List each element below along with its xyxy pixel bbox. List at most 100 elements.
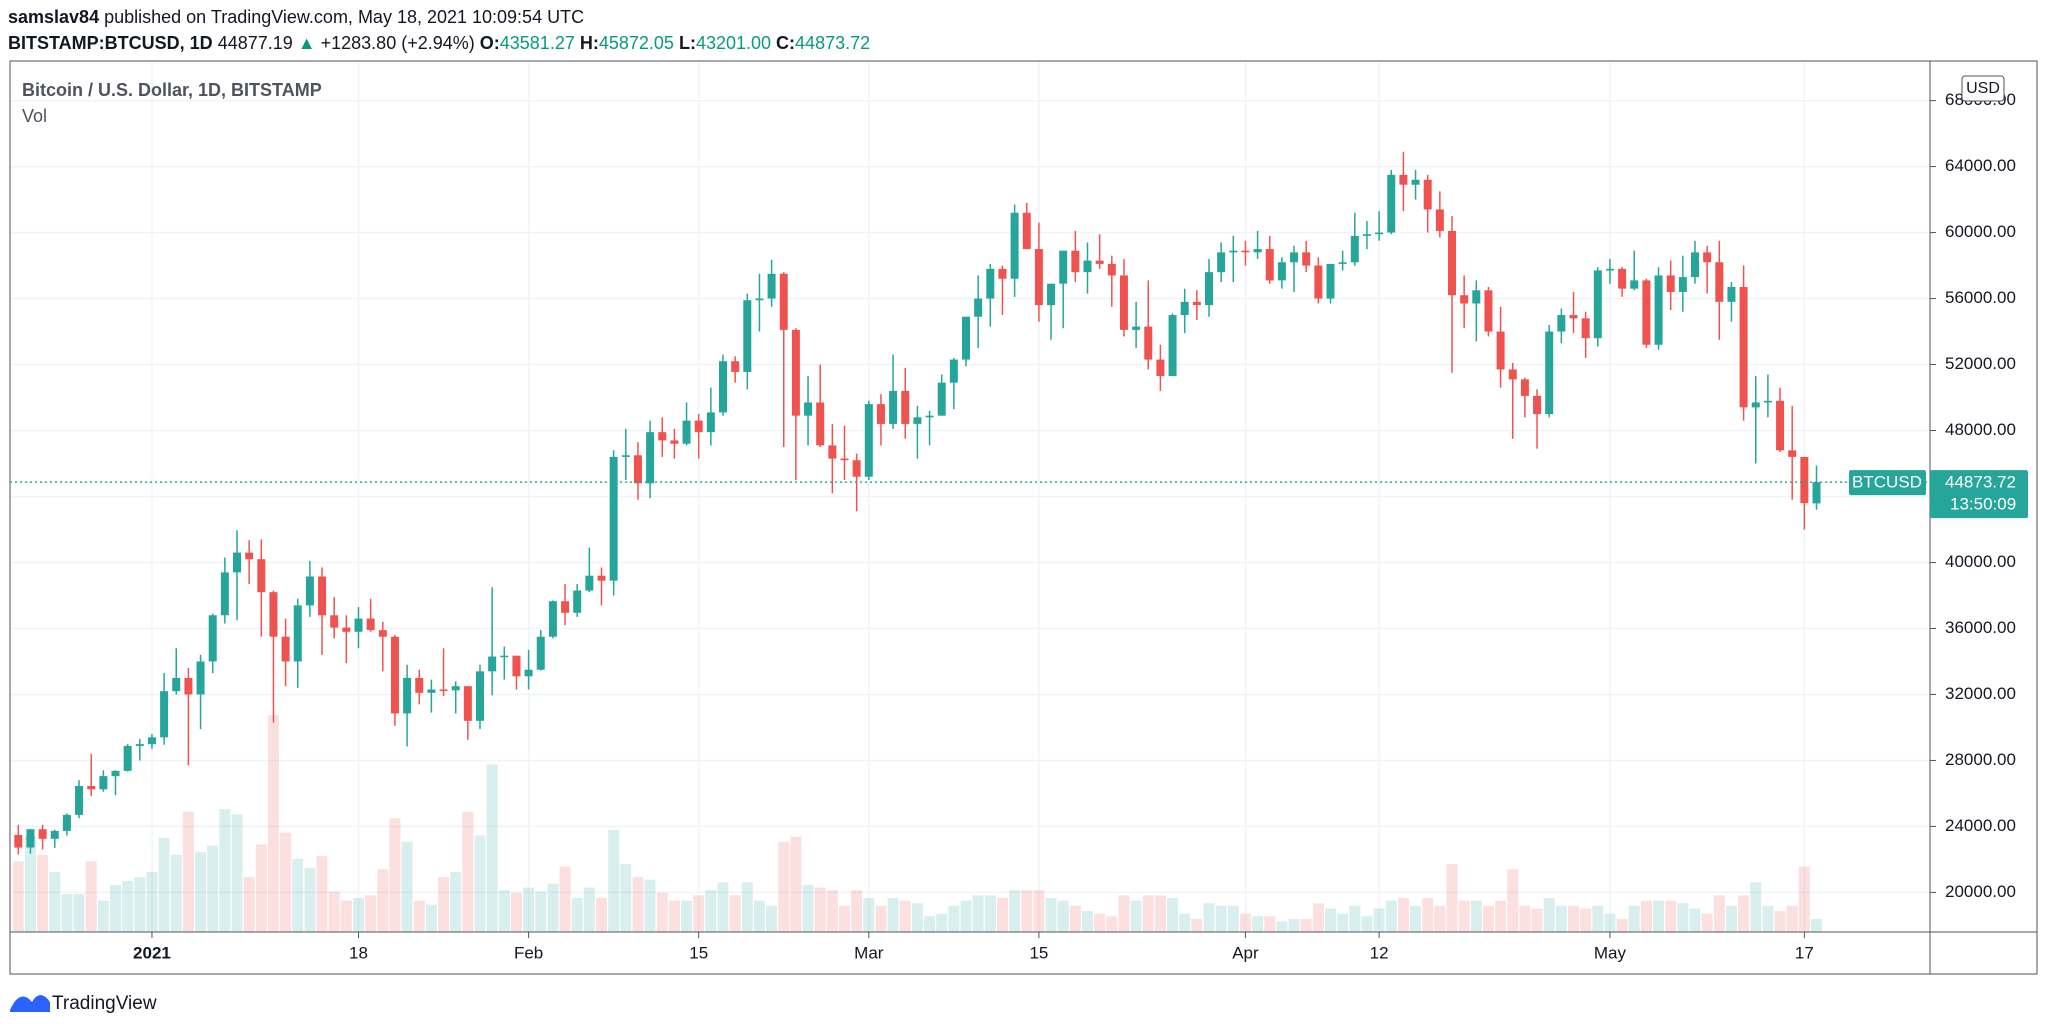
candle-body [1071, 250, 1080, 273]
arrow: ▲ [297, 33, 316, 53]
candle-body [1047, 283, 1056, 306]
volume-bar [292, 858, 304, 932]
candle-body [633, 455, 642, 484]
volume-bar [1446, 864, 1458, 932]
volume-bar [1640, 900, 1652, 932]
volume-bar [1069, 905, 1081, 932]
volume-bar [1154, 895, 1166, 932]
volume-bar [1507, 869, 1519, 932]
volume-bar [1312, 903, 1324, 932]
candle-body [658, 432, 667, 441]
candle-body [135, 744, 144, 746]
volume-bar [1276, 921, 1288, 932]
candle-body [670, 440, 679, 444]
brand-name: TradingView [52, 993, 157, 1014]
volume-bar [984, 895, 996, 932]
volume-bar [1009, 890, 1021, 932]
candle-body [390, 636, 399, 714]
candle-body [184, 677, 193, 695]
candle-body [1533, 395, 1542, 415]
candle-body [1812, 482, 1821, 504]
volume-bar [1106, 916, 1118, 932]
legend-title: Bitcoin / U.S. Dollar, 1D, BITSTAMP [22, 80, 322, 100]
volume-bar [729, 895, 741, 932]
candle-body [1788, 450, 1797, 457]
candle-body [1217, 252, 1226, 273]
volume-bar [401, 841, 413, 932]
candle-body [1132, 326, 1141, 330]
c-label: C: [776, 33, 796, 53]
volume-bar [474, 835, 486, 932]
volume-bar [1482, 905, 1494, 932]
volume-bar [1179, 913, 1191, 932]
change: +1283.80 (+2.94%) [320, 33, 475, 53]
volume-bar [1215, 905, 1227, 932]
volume-bar [1422, 898, 1434, 932]
candle-body [1800, 456, 1809, 504]
candle-body [1666, 275, 1675, 292]
volume-bar [353, 898, 364, 932]
volume-bar [182, 811, 194, 932]
candle-body [233, 552, 241, 573]
volume-bar [863, 898, 875, 932]
volume-bar [1798, 866, 1810, 932]
volume-bar [231, 814, 243, 932]
author: samslav84 [8, 7, 100, 27]
y-tick-label: 32000.00 [1945, 684, 2016, 703]
volume-bar [924, 916, 936, 932]
candle-body [767, 273, 776, 299]
volume-bar [24, 835, 36, 932]
volume-bar [693, 895, 705, 932]
volume-bar [1616, 918, 1628, 932]
candle-body [318, 576, 327, 616]
candle-body [621, 455, 630, 457]
volume-bar [328, 891, 340, 932]
candle-body [476, 671, 484, 721]
volume-bar [365, 895, 377, 932]
grid [10, 61, 1930, 932]
volume-bar [1118, 895, 1130, 932]
volume-bar [280, 832, 292, 932]
symbol: BITSTAMP:BTCUSD, 1D [8, 33, 213, 53]
volume-bar [498, 890, 510, 932]
o-label: O: [479, 33, 500, 53]
candle-body [111, 770, 120, 777]
volume-bar [1653, 900, 1665, 932]
candle-body [196, 661, 205, 695]
volume-bar [814, 887, 826, 932]
volume-bar [377, 869, 389, 932]
candle-body [828, 445, 837, 459]
volume-bar [1227, 905, 1239, 932]
candle-body [719, 361, 727, 413]
candle-body [876, 404, 885, 424]
volume-bar [1045, 898, 1057, 932]
volume-bar [778, 841, 790, 932]
volume-legend: Vol [22, 106, 47, 126]
volume-bar [887, 898, 899, 932]
volume-bar [1349, 905, 1361, 932]
candle-body [1654, 275, 1663, 345]
volume-bar [1252, 916, 1264, 932]
candle-body [1302, 252, 1311, 266]
h-value: 45872.05 [598, 33, 674, 53]
candle-body [439, 689, 448, 692]
candle-body [245, 552, 254, 560]
volume-bar [1689, 908, 1701, 932]
candle-body [1448, 230, 1456, 296]
candle-body [500, 655, 509, 658]
published: published on TradingView.com, May 18, 20… [104, 7, 585, 27]
candle-body [816, 402, 825, 446]
volume-bar [207, 845, 219, 932]
candle-body [937, 382, 946, 416]
candle-body [974, 298, 983, 317]
candle-body [694, 420, 703, 433]
l-label: L: [678, 33, 696, 53]
candle-body [1350, 235, 1359, 263]
y-tick-label: 60000.00 [1945, 222, 2016, 241]
volume-bar [1373, 908, 1385, 932]
volume-bar [1385, 900, 1397, 932]
symbol-line: BITSTAMP:BTCUSD, 1D 44877.19 ▲ +1283.80 … [8, 33, 870, 54]
x-tick-label: Mar [854, 943, 884, 962]
candle-body [913, 417, 922, 424]
